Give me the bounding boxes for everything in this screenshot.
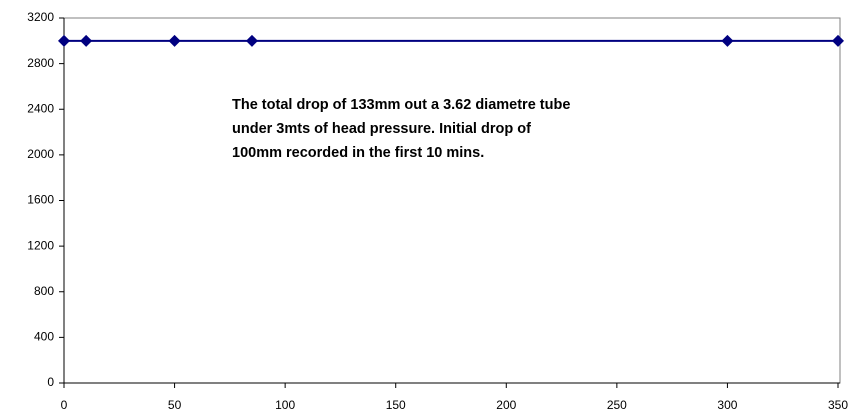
marker (80, 34, 93, 47)
y-tick-label: 2000 (27, 147, 54, 161)
y-tick-label: 2400 (27, 101, 54, 115)
x-tick-label: 50 (168, 398, 182, 412)
x-tick-label: 100 (275, 398, 295, 412)
marker (245, 34, 258, 47)
y-tick-label: 1200 (27, 238, 54, 252)
annotation: The total drop of 133mm out a 3.62 diame… (232, 97, 570, 113)
annotation: under 3mts of head pressure. Initial dro… (232, 121, 531, 137)
y-tick-label: 1600 (27, 193, 54, 207)
marker (721, 34, 734, 47)
y-tick-label: 3200 (27, 10, 54, 24)
x-tick-label: 250 (607, 398, 627, 412)
y-tick-label: 2800 (27, 56, 54, 70)
y-tick-label: 400 (34, 330, 54, 344)
marker (832, 34, 844, 47)
annotation: 100mm recorded in the first 10 mins. (232, 145, 484, 161)
x-tick-label: 150 (386, 398, 406, 412)
x-tick-label: 200 (496, 398, 516, 412)
x-tick-label: 0 (61, 398, 68, 412)
x-tick-label: 300 (717, 398, 737, 412)
marker (58, 34, 70, 47)
y-tick-label: 800 (34, 284, 54, 298)
x-tick-label: 350 (828, 398, 848, 412)
plot-area (63, 17, 841, 384)
marker (168, 34, 181, 47)
y-tick-label: 0 (47, 375, 54, 389)
